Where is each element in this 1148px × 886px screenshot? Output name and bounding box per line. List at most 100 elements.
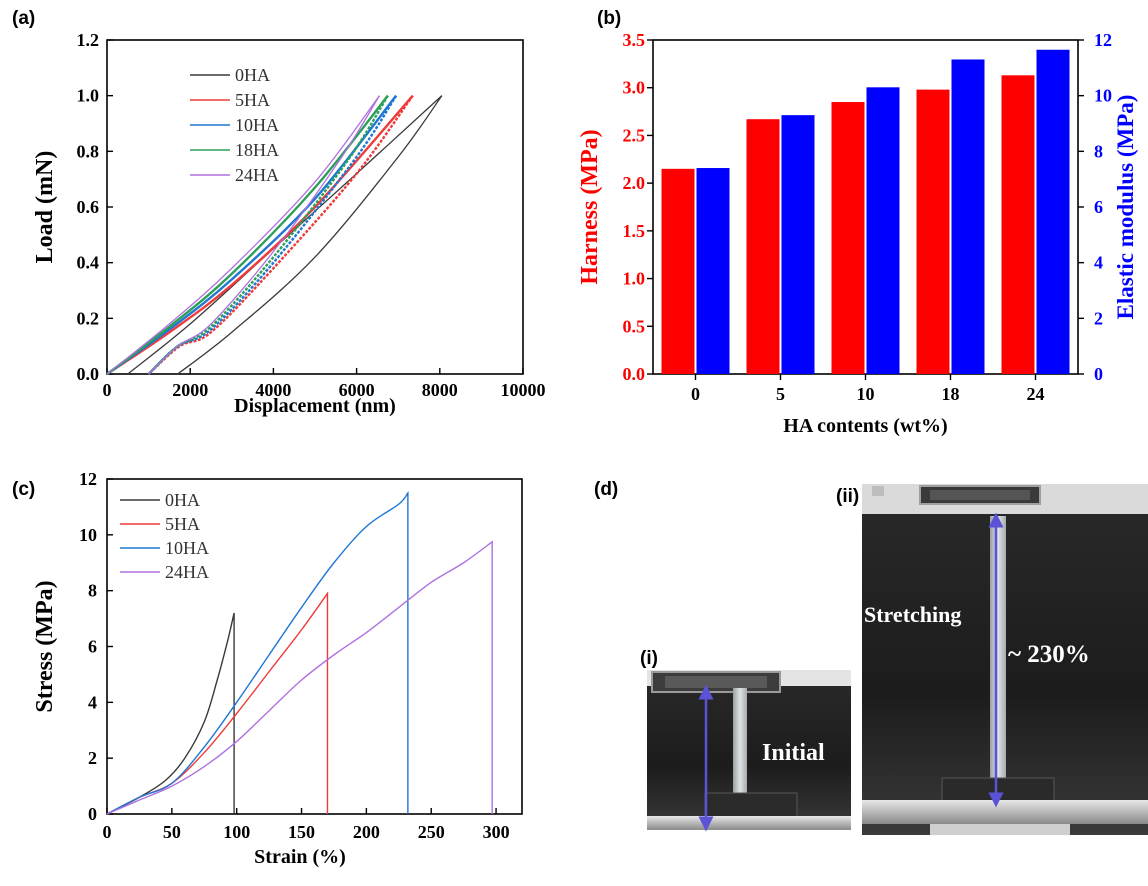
bar-modulus: [1036, 49, 1070, 374]
legend-label-5HA: 5HA: [235, 90, 270, 110]
photo-panel-d: (i) Initial (ii) Stretching ~ 23: [640, 484, 1148, 835]
y-tick-label-left: 0.0: [623, 364, 646, 384]
legend-label-0HA: 0HA: [165, 490, 200, 510]
x-tick-label: 300: [483, 822, 510, 842]
bar-modulus: [781, 115, 815, 375]
y-tick-label: 0.2: [77, 308, 100, 328]
y-tick-label: 8: [88, 581, 97, 601]
x-tick-label: 200: [353, 822, 380, 842]
x-axis-label: Displacement (nm): [234, 395, 396, 417]
y-tick-label: 0.4: [77, 253, 100, 273]
y-axis-label-left: Harness (MPa): [577, 129, 603, 284]
bar-harness: [1001, 75, 1035, 375]
bar-harness: [746, 119, 780, 374]
y-axis-label: Load (mN): [32, 151, 58, 264]
x-tick-label: 250: [418, 822, 445, 842]
y-tick-label: 12: [79, 469, 97, 489]
y-tick-label-left: 0.5: [623, 316, 646, 336]
series-5HA: [106, 591, 329, 815]
y-tick-label: 1.2: [77, 30, 100, 50]
photo-label-i: (i): [640, 648, 658, 669]
y-tick-label-right: 10: [1094, 86, 1112, 106]
y-tick-label-left: 3.5: [623, 30, 646, 50]
x-axis-label: HA contents (wt%): [783, 415, 947, 437]
bar-harness: [661, 168, 695, 374]
category-label: 0: [691, 384, 700, 404]
initial-text: Initial: [762, 740, 825, 766]
x-tick-label: 6000: [339, 380, 375, 400]
panel-label-d: (d): [594, 479, 618, 500]
series-0HA-loading: [127, 95, 443, 375]
y-tick-label-right: 2: [1094, 308, 1103, 328]
y-tick-label-left: 1.0: [623, 269, 646, 289]
series-24HA: [106, 540, 493, 815]
y-tick-label: 4: [88, 692, 97, 712]
legend-label-5HA: 5HA: [165, 514, 200, 534]
y-tick-label-right: 12: [1094, 30, 1112, 50]
category-label: 18: [942, 384, 960, 404]
series-24HA-loading: [106, 95, 381, 375]
bar-modulus: [866, 87, 900, 375]
x-tick-label: 150: [288, 822, 315, 842]
y-tick-label-right: 4: [1094, 253, 1103, 273]
series-5HA-loading: [106, 94, 414, 375]
y-axis-label-right: Elastic modulus (MPa): [1113, 95, 1138, 320]
y-tick-label: 1.0: [77, 86, 100, 106]
series-10HA-loading: [106, 94, 398, 375]
y-axis-label: Stress (MPa): [32, 580, 58, 712]
bar-modulus: [696, 168, 730, 374]
legend-label-18HA: 18HA: [235, 140, 279, 160]
x-tick-label: 50: [163, 822, 181, 842]
legend-label-24HA: 24HA: [235, 165, 279, 185]
panel-label-a: (a): [12, 8, 35, 29]
x-tick-label: 8000: [422, 380, 458, 400]
series-18HA-unloading: [147, 95, 389, 375]
bar-harness: [916, 89, 950, 374]
panel-label-b: (b): [597, 8, 621, 29]
photo-stretching: Stretching ~ 230%: [862, 484, 1148, 835]
x-axis-label: Strain (%): [254, 846, 346, 868]
x-tick-label: 100: [223, 822, 250, 842]
chart-a-load-displacement: 0 2000 4000 6000 8000 10000 0.0 0.2 0.4 0.6 0.8 1.0…: [32, 30, 546, 417]
y-tick-label: 10: [79, 525, 97, 545]
elongation-text: ~ 230%: [1008, 641, 1090, 668]
x-tick-label: 4000: [255, 380, 291, 400]
y-tick-label-left: 1.5: [623, 221, 646, 241]
chart-b-hardness-modulus: 0 5 10 18 240.00.51.01.52.02.53.03.502468101…: [577, 30, 1138, 437]
legend-label-24HA: 24HA: [165, 562, 209, 582]
chart-c-stress-strain: 0 50 100 150 200 250 300 0 2 4 6 8 10 12 Strain (%) Str…: [32, 469, 523, 868]
y-tick-label: 0.8: [77, 141, 100, 161]
photo-label-ii: (ii): [836, 486, 859, 507]
y-tick-label: 0.0: [77, 364, 100, 384]
legend-label-0HA: 0HA: [235, 65, 270, 85]
legend-label-10HA: 10HA: [235, 115, 279, 135]
category-label: 10: [857, 384, 875, 404]
y-tick-label: 0: [88, 804, 97, 824]
stretching-text: Stretching: [864, 602, 961, 627]
series-10HA: [106, 490, 409, 815]
y-tick-label: 0.6: [77, 197, 100, 217]
bar-modulus: [951, 59, 985, 374]
y-tick-label-right: 8: [1094, 141, 1103, 161]
x-tick-label: 10000: [501, 380, 546, 400]
y-tick-label-right: 6: [1094, 197, 1103, 217]
series-18HA-loading: [106, 94, 389, 375]
x-tick-label: 0: [103, 380, 112, 400]
y-tick-label: 6: [88, 637, 97, 657]
bar-harness: [831, 102, 865, 375]
series-10HA-unloading: [147, 95, 398, 375]
category-label: 5: [776, 384, 785, 404]
y-tick-label-left: 3.0: [623, 78, 646, 98]
y-tick-label-right: 0: [1094, 364, 1103, 384]
panel-label-c: (c): [12, 479, 35, 500]
x-tick-label: 0: [103, 822, 112, 842]
photo-initial: Initial: [647, 670, 851, 832]
y-tick-label-left: 2.0: [623, 173, 646, 193]
series-0HA-unloading: [177, 95, 443, 375]
series-24HA-unloading: [148, 95, 381, 375]
y-tick-label-left: 2.5: [623, 125, 646, 145]
x-tick-label: 2000: [172, 380, 208, 400]
category-label: 24: [1027, 384, 1045, 404]
series-5HA-unloading: [147, 94, 414, 375]
